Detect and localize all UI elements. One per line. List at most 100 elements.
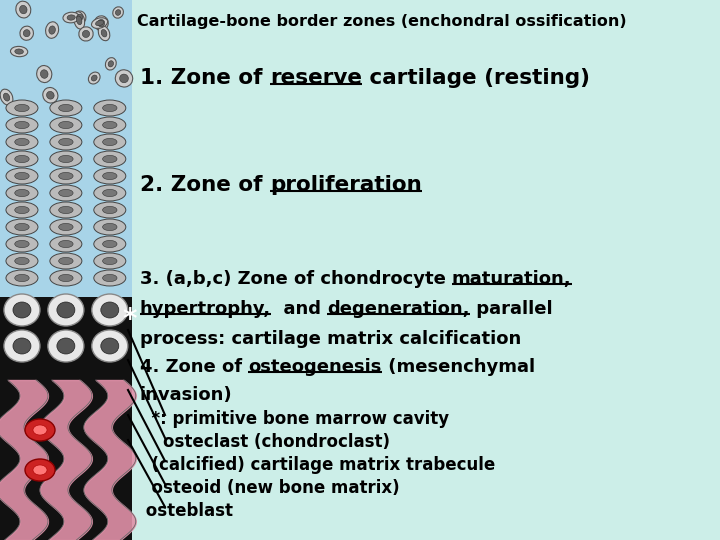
Ellipse shape <box>94 16 108 31</box>
Ellipse shape <box>4 294 40 326</box>
Ellipse shape <box>115 70 132 87</box>
Ellipse shape <box>102 224 117 231</box>
Text: and: and <box>271 300 327 318</box>
Ellipse shape <box>89 72 100 84</box>
Text: (mesenchymal: (mesenchymal <box>382 358 535 376</box>
Ellipse shape <box>102 104 117 112</box>
Text: osteogenesis: osteogenesis <box>248 358 382 376</box>
Text: osteblast: osteblast <box>140 502 233 520</box>
Ellipse shape <box>102 172 117 180</box>
Text: parallel: parallel <box>469 300 552 318</box>
Ellipse shape <box>98 19 104 27</box>
Ellipse shape <box>94 236 126 252</box>
Bar <box>0 297 132 540</box>
Ellipse shape <box>58 172 73 180</box>
Ellipse shape <box>58 240 73 248</box>
Ellipse shape <box>58 274 73 281</box>
Ellipse shape <box>58 156 73 163</box>
Ellipse shape <box>50 185 82 201</box>
Ellipse shape <box>78 27 93 41</box>
Text: (calcified) cartilage matrix trabecule: (calcified) cartilage matrix trabecule <box>140 456 495 474</box>
Ellipse shape <box>58 138 73 146</box>
Ellipse shape <box>63 12 79 23</box>
Ellipse shape <box>6 202 38 218</box>
Ellipse shape <box>50 253 82 269</box>
Ellipse shape <box>6 253 38 269</box>
Ellipse shape <box>102 190 117 197</box>
Text: 1. Zone of: 1. Zone of <box>140 68 270 88</box>
Ellipse shape <box>58 190 73 197</box>
Text: reserve: reserve <box>270 68 361 88</box>
Ellipse shape <box>101 338 119 354</box>
Ellipse shape <box>73 11 86 24</box>
Text: Cartilage-bone border zones (enchondral ossification): Cartilage-bone border zones (enchondral … <box>137 14 626 29</box>
Ellipse shape <box>76 16 82 25</box>
Ellipse shape <box>94 168 126 184</box>
Ellipse shape <box>73 12 85 29</box>
Text: 3. (a,b,c) Zone of chondrocyte: 3. (a,b,c) Zone of chondrocyte <box>140 270 452 288</box>
Ellipse shape <box>99 26 110 40</box>
Ellipse shape <box>6 134 38 150</box>
Ellipse shape <box>50 168 82 184</box>
Text: proliferation: proliferation <box>270 175 421 195</box>
Ellipse shape <box>102 258 117 265</box>
Ellipse shape <box>94 270 126 286</box>
Ellipse shape <box>6 151 38 167</box>
Ellipse shape <box>14 138 29 146</box>
Ellipse shape <box>14 156 29 163</box>
Ellipse shape <box>94 151 126 167</box>
Ellipse shape <box>58 122 73 129</box>
Ellipse shape <box>102 274 117 281</box>
Ellipse shape <box>48 294 84 326</box>
Ellipse shape <box>14 206 29 214</box>
Ellipse shape <box>33 465 47 475</box>
Ellipse shape <box>6 270 38 286</box>
Ellipse shape <box>15 49 24 54</box>
Ellipse shape <box>19 5 27 14</box>
Text: maturation,: maturation, <box>452 270 572 288</box>
Ellipse shape <box>14 190 29 197</box>
Ellipse shape <box>13 338 31 354</box>
Ellipse shape <box>50 219 82 235</box>
Ellipse shape <box>96 21 104 26</box>
Ellipse shape <box>6 117 38 133</box>
Ellipse shape <box>0 89 13 105</box>
Ellipse shape <box>50 236 82 252</box>
Ellipse shape <box>6 100 38 116</box>
Ellipse shape <box>50 134 82 150</box>
Ellipse shape <box>14 104 29 112</box>
Ellipse shape <box>105 58 116 70</box>
Text: cartilage (resting): cartilage (resting) <box>361 68 590 88</box>
Ellipse shape <box>58 258 73 265</box>
Ellipse shape <box>92 330 128 362</box>
Text: process: cartilage matrix calcification: process: cartilage matrix calcification <box>140 330 521 348</box>
Ellipse shape <box>94 117 126 133</box>
Ellipse shape <box>94 185 126 201</box>
Ellipse shape <box>48 330 84 362</box>
Ellipse shape <box>94 219 126 235</box>
Ellipse shape <box>16 1 31 18</box>
Ellipse shape <box>50 117 82 133</box>
Ellipse shape <box>120 74 128 83</box>
Text: *: * <box>122 306 138 334</box>
Ellipse shape <box>42 87 58 103</box>
Bar <box>0 0 132 297</box>
Ellipse shape <box>102 30 107 37</box>
Ellipse shape <box>50 270 82 286</box>
Ellipse shape <box>102 138 117 146</box>
Ellipse shape <box>23 30 30 37</box>
Ellipse shape <box>14 122 29 129</box>
Ellipse shape <box>25 419 55 441</box>
Ellipse shape <box>67 15 76 20</box>
Ellipse shape <box>6 185 38 201</box>
Ellipse shape <box>94 253 126 269</box>
Text: *: primitive bone marrow cavity: *: primitive bone marrow cavity <box>140 410 449 428</box>
Ellipse shape <box>14 274 29 281</box>
Ellipse shape <box>6 168 38 184</box>
Ellipse shape <box>102 156 117 163</box>
Ellipse shape <box>6 219 38 235</box>
Ellipse shape <box>101 302 119 318</box>
Ellipse shape <box>91 18 108 29</box>
Ellipse shape <box>94 100 126 116</box>
Ellipse shape <box>50 202 82 218</box>
